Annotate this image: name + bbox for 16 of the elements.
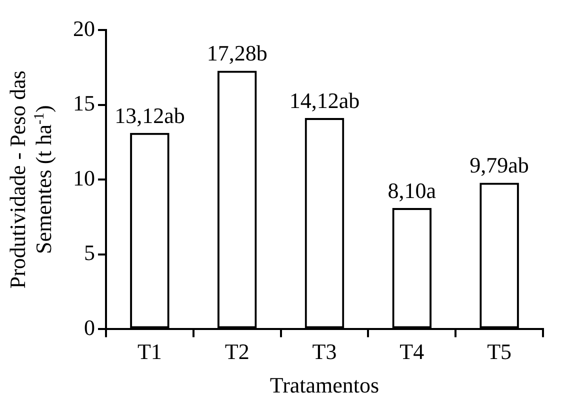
data-label: 17,28b bbox=[206, 40, 268, 66]
data-label: 9,79ab bbox=[470, 152, 529, 178]
x-axis-title: Tratamentos bbox=[270, 372, 380, 398]
x-tick-label: T3 bbox=[312, 339, 337, 364]
y-tick-label: 10 bbox=[73, 165, 95, 190]
y-tick-label: 20 bbox=[73, 16, 95, 41]
data-label: 14,12ab bbox=[289, 88, 360, 113]
x-tick-label: T4 bbox=[400, 339, 424, 364]
y-tick-label: 5 bbox=[84, 240, 95, 266]
x-tick-label: T5 bbox=[487, 339, 512, 364]
y-tick-label: 15 bbox=[73, 90, 95, 116]
x-tick-label: T1 bbox=[137, 339, 162, 364]
data-label: 13,12ab bbox=[114, 102, 185, 128]
x-tick-label: T2 bbox=[224, 339, 250, 364]
data-label: 8,10a bbox=[388, 178, 436, 204]
y-tick-label: 0 bbox=[84, 314, 95, 340]
